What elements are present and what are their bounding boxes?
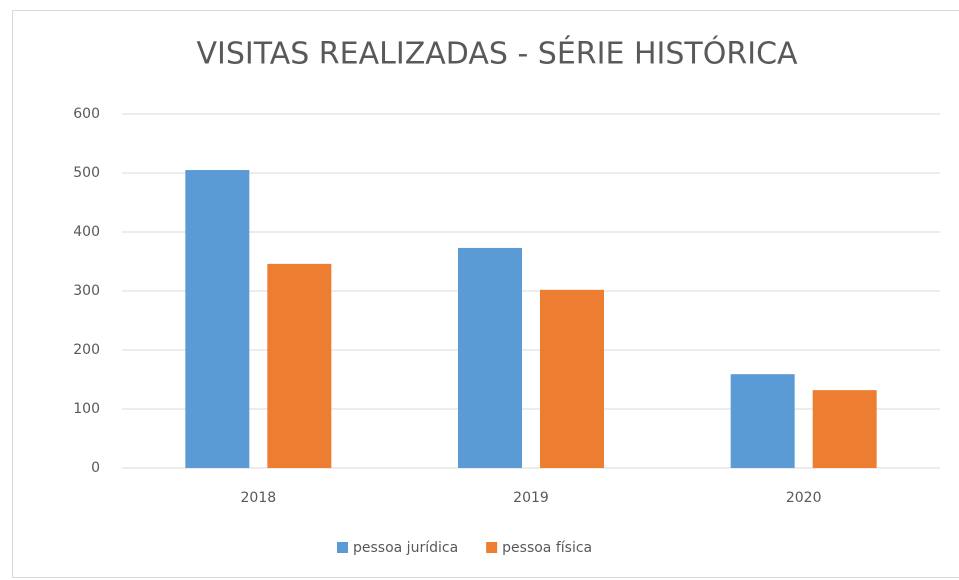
y-tick-label: 600: [73, 106, 100, 122]
chart-title: VISITAS REALIZADAS - SÉRIE HISTÓRICA: [196, 35, 798, 72]
bar: [185, 170, 250, 469]
y-tick-label: 200: [73, 342, 100, 358]
bar: [730, 374, 795, 468]
y-tick-label: 300: [73, 283, 100, 299]
bar: [267, 263, 332, 468]
x-tick-label: 2019: [513, 490, 549, 506]
x-tick-label: 2018: [241, 490, 277, 506]
y-tick-label: 400: [73, 224, 100, 240]
y-tick-label: 500: [73, 165, 100, 181]
legend-swatch: [337, 542, 348, 553]
bar: [540, 289, 604, 468]
y-tick-label: 100: [73, 401, 100, 417]
legend-label: pessoa física: [502, 540, 592, 556]
x-tick-label: 2020: [786, 490, 822, 506]
legend-swatch: [486, 542, 498, 553]
y-tick-label: 0: [91, 460, 100, 476]
legend-label: pessoa jurídica: [353, 540, 458, 556]
bar: [812, 390, 877, 468]
bar: [458, 247, 522, 468]
